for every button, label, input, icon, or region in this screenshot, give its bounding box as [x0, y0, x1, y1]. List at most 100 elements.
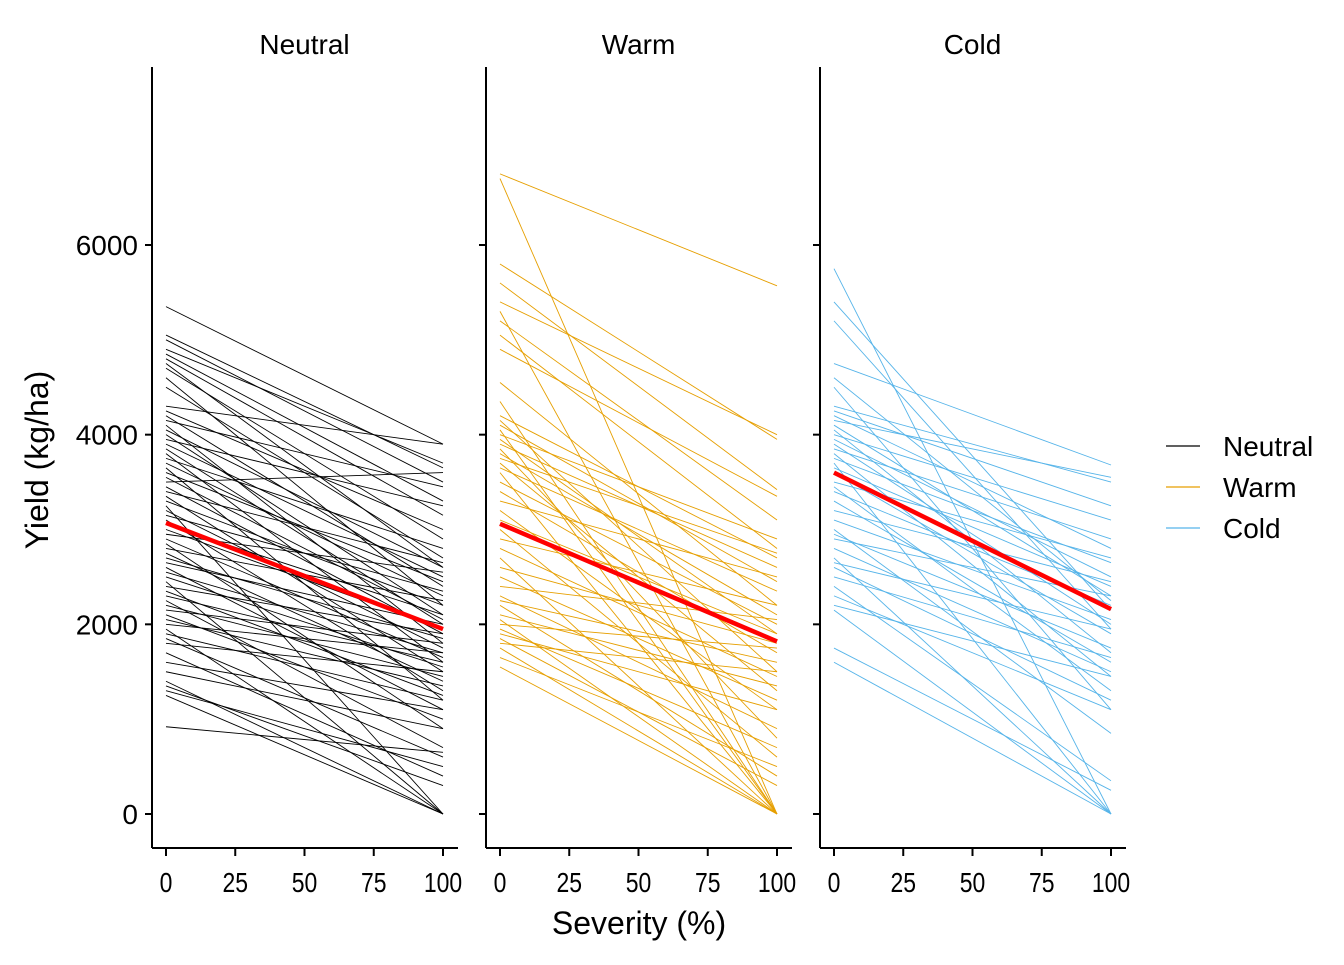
series-line [499, 282, 778, 491]
series-line [833, 519, 1112, 621]
series-line [833, 443, 1112, 625]
series-line [499, 604, 778, 777]
x-axis-label: Severity (%) [552, 905, 726, 941]
series-line [833, 529, 1112, 734]
series-line [833, 472, 1112, 635]
series-line [165, 434, 444, 616]
series-line [165, 491, 444, 564]
series-line [165, 353, 444, 502]
series-line [833, 557, 1112, 815]
series-line [165, 652, 444, 777]
y-tick-label: 2000 [76, 609, 138, 640]
series-line [833, 562, 1112, 630]
series-line [499, 529, 778, 758]
series-line [833, 500, 1112, 663]
series-line [833, 320, 1112, 630]
series-line [165, 595, 444, 663]
series-line [499, 434, 778, 540]
series-line [833, 595, 1112, 711]
series-line [165, 339, 444, 483]
series-line [499, 424, 778, 583]
y-tick-label: 6000 [76, 230, 138, 261]
series-line [499, 585, 778, 621]
mean-line [499, 521, 778, 644]
series-line [499, 538, 778, 606]
series-line [499, 457, 778, 554]
panel-warm: Warm 0 25 50 75 100 [479, 29, 796, 899]
series-line [499, 657, 778, 768]
x-tick-label: 75 [1029, 868, 1055, 899]
series-line [499, 566, 778, 644]
series-line [165, 628, 444, 815]
panel-title: Neutral [259, 29, 349, 60]
series-line [165, 638, 444, 758]
series-line [833, 439, 1112, 578]
series-line [165, 415, 444, 587]
x-tick-label: 50 [292, 868, 318, 899]
series-line [165, 443, 444, 578]
panel-cold: Cold 0 25 50 75 100 [813, 29, 1130, 899]
series-line [165, 420, 444, 488]
series-line [833, 410, 1112, 507]
series-line [165, 410, 444, 530]
series-line [165, 600, 444, 749]
series-line [833, 609, 1112, 815]
x-tick-label: 0 [494, 868, 507, 899]
series-line [833, 510, 1112, 583]
series-line [499, 301, 778, 436]
x-tick-label: 100 [758, 868, 796, 899]
series-line [165, 690, 444, 768]
x-tick-label: 0 [160, 868, 173, 899]
series-line [499, 557, 778, 815]
series-line [165, 623, 444, 654]
x-tick-label: 0 [828, 868, 841, 899]
x-tick-label: 75 [695, 868, 721, 899]
series-line [165, 429, 444, 568]
legend-label-neutral: Neutral [1223, 431, 1313, 462]
series-line [165, 472, 444, 483]
series-line [499, 439, 778, 635]
series-line [499, 614, 778, 687]
series-line [165, 453, 444, 663]
series-line [833, 377, 1112, 601]
x-tick-label: 50 [626, 868, 652, 899]
series-line [165, 448, 444, 625]
series-line [833, 467, 1112, 587]
series-line [499, 642, 778, 673]
series-line [165, 405, 444, 445]
series-line [833, 548, 1112, 673]
series-line [499, 401, 778, 815]
y-tick-label: 4000 [76, 420, 138, 451]
series-line [165, 576, 444, 668]
series-line [165, 642, 444, 673]
series-line [165, 571, 444, 654]
series-line [165, 633, 444, 701]
series-line [499, 623, 778, 649]
series-line [499, 576, 778, 701]
series-lines-cold [833, 268, 1112, 815]
series-line [165, 424, 444, 644]
series-line [833, 647, 1112, 791]
series-line [499, 666, 778, 815]
series-line [499, 600, 778, 663]
series-line [833, 533, 1112, 649]
x-tick-label: 25 [890, 868, 916, 899]
series-line [833, 462, 1112, 815]
series-line [499, 320, 778, 521]
x-tick-label: 50 [960, 868, 986, 899]
y-tick-label: 0 [122, 799, 138, 830]
x-tick-label: 25 [222, 868, 248, 899]
series-line [165, 438, 444, 507]
series-line [499, 481, 778, 625]
series-line [499, 500, 778, 578]
series-line [165, 462, 444, 597]
series-line [833, 486, 1112, 692]
series-line [499, 519, 778, 635]
series-line [499, 467, 778, 592]
mean-line [165, 520, 444, 632]
series-line [499, 334, 778, 549]
series-line [833, 661, 1112, 815]
legend-label-warm: Warm [1223, 472, 1297, 503]
series-line [165, 661, 444, 711]
